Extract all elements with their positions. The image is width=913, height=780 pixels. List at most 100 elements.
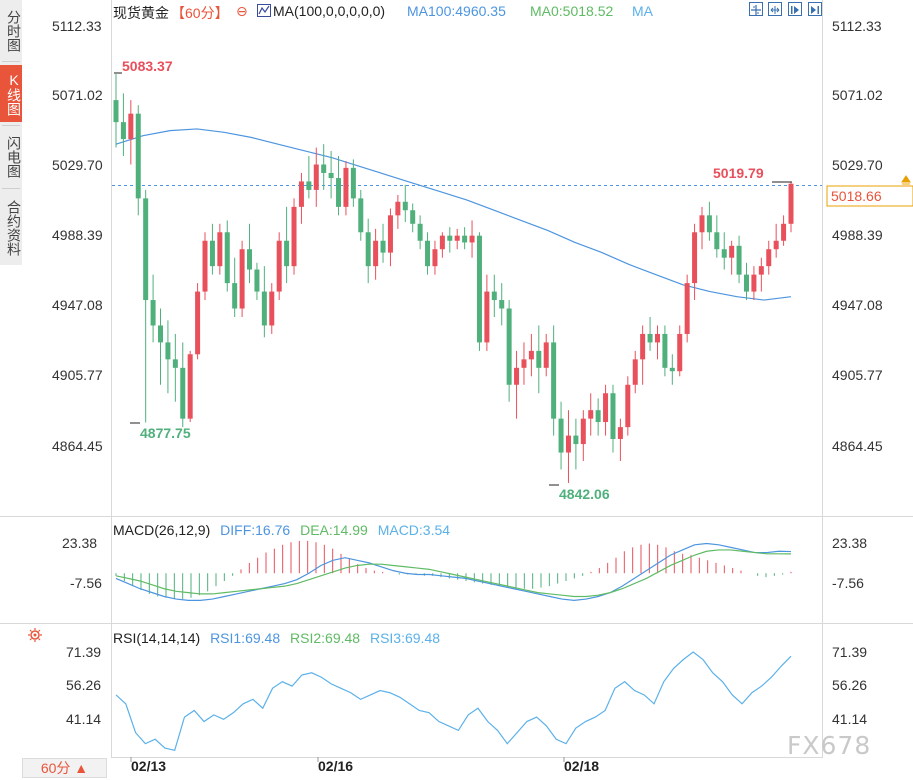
candle-body [321, 164, 327, 173]
candle-body [588, 410, 594, 419]
macd-tick-left: 23.38 [62, 535, 97, 551]
indicator-settings-icon[interactable] [257, 4, 271, 17]
x-label: 02/13 [131, 758, 166, 774]
price-tick-right: 4988.39 [832, 227, 883, 243]
rsi2-value: RSI2:69.48 [290, 630, 360, 646]
candle-body [484, 291, 490, 343]
expand-icon[interactable] [768, 2, 782, 16]
candle-body [217, 232, 223, 267]
sidebar-divider [2, 125, 20, 126]
candle-body [565, 435, 571, 453]
high-marker: 5083.37 [114, 58, 173, 74]
candle-body [476, 235, 482, 343]
candle-body [128, 113, 134, 140]
rsi-settings-icon[interactable] [28, 628, 42, 642]
candle-body [247, 249, 253, 270]
low-marker-2: 4842.06 [549, 484, 610, 502]
candle-body [202, 240, 208, 292]
rsi3-value: RSI3:69.48 [370, 630, 440, 646]
candle-body [187, 354, 193, 419]
candle-body [113, 100, 119, 123]
macd-dea: DEA:14.99 [300, 522, 368, 538]
candle-body [120, 122, 126, 140]
last-high-label: 5019.79 [713, 165, 764, 181]
candle-body [291, 206, 297, 267]
ma100-line [115, 128, 792, 301]
candle-body [781, 223, 787, 241]
timeframe-button[interactable]: 60分 ▲ [22, 758, 107, 778]
macd-tick-left: -7.56 [70, 575, 102, 591]
candle-body [543, 342, 549, 368]
toggle-circle-icon[interactable]: ⊖ [236, 3, 248, 19]
candle-body [284, 240, 290, 267]
tab-kline[interactable]: K线图 [0, 65, 22, 122]
candle-body [603, 393, 609, 423]
rsi-tick-left: 71.39 [66, 644, 101, 660]
candle-body [743, 274, 749, 292]
candle-body [328, 172, 334, 179]
candle-body [714, 232, 720, 250]
candle-body [491, 291, 497, 301]
symbol-title: 现货黄金 [113, 5, 169, 21]
macd-title: MACD(26,12,9) [113, 522, 210, 538]
candle-body [499, 300, 505, 309]
candle-body [662, 333, 668, 368]
price-tick-left: 5112.33 [52, 18, 102, 34]
candle-body [313, 164, 319, 190]
candle-body [402, 201, 408, 211]
candle-body [158, 325, 164, 343]
candle-body [410, 210, 416, 224]
candle-body [439, 235, 445, 250]
candle-body [514, 367, 520, 385]
candle-body [462, 235, 468, 243]
candle-body [165, 342, 171, 360]
sidebar-divider [2, 188, 20, 189]
candle-body [195, 291, 201, 355]
candle-body [276, 240, 282, 292]
price-tick-right: 5112.33 [832, 18, 882, 34]
candle-body [551, 342, 557, 419]
candle-body [677, 333, 683, 372]
candle-body [766, 249, 772, 267]
low-label-1: 4877.75 [140, 425, 191, 441]
candle-body [432, 249, 438, 267]
tab-flash[interactable]: 闪电图 [6, 135, 22, 178]
candle-body [521, 359, 527, 368]
price-tick-left: 4864.45 [52, 438, 103, 454]
price-tick-left: 4947.08 [52, 297, 103, 313]
grid-icon[interactable] [749, 2, 763, 16]
candle-body [721, 249, 727, 258]
period-selector[interactable]: 【60分】 [171, 5, 229, 21]
candle-body [417, 223, 423, 241]
ma-label: MA(100,0,0,0,0,0) [273, 3, 386, 19]
dea-line [115, 549, 792, 598]
high-label: 5083.37 [122, 58, 173, 74]
candle-body [610, 393, 616, 439]
candle-body [298, 181, 304, 207]
current-price-tag [826, 185, 913, 207]
rsi-tick-right: 41.14 [832, 711, 867, 727]
candle-body [684, 283, 690, 334]
rsi-header: RSI(14,14,14) RSI1:69.48 RSI2:69.48 RSI3… [113, 630, 440, 646]
candle-body [143, 198, 149, 301]
candle-body [209, 240, 215, 267]
candle-body [395, 201, 401, 216]
candle-body [706, 215, 712, 233]
candle-body [580, 418, 586, 445]
candle-body [172, 359, 178, 368]
candle-body [469, 235, 475, 243]
price-tick-left: 5071.02 [52, 87, 103, 103]
candle-body [625, 384, 631, 428]
rsi-tick-right: 71.39 [832, 644, 867, 660]
play-forward-icon[interactable] [808, 2, 822, 16]
tab-time-sharing[interactable]: 分时图 [6, 9, 22, 52]
candle-body [669, 367, 675, 372]
candle-body [632, 359, 638, 385]
play-back-icon[interactable] [788, 2, 802, 16]
ma100-value: MA100:4960.35 [407, 3, 506, 19]
candle-body [135, 113, 141, 199]
price-tick-right: 5071.02 [832, 87, 883, 103]
candle-body [224, 232, 230, 284]
tab-contract-info[interactable]: 合约资料 [6, 200, 22, 256]
